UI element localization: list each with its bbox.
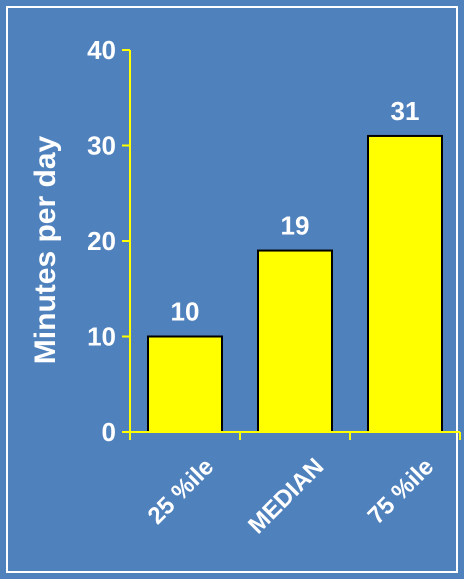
y-tick-label-0: 0: [102, 417, 116, 447]
y-tick-label-30: 30: [87, 131, 116, 161]
bar-1: [147, 335, 223, 433]
data-label-1: 10: [171, 297, 200, 327]
axes-layer: [122, 49, 461, 440]
data-label-2: 19: [281, 211, 310, 241]
y-tick-label-40: 40: [87, 35, 116, 65]
y-axis-label: Minutes per day: [29, 135, 62, 364]
bars-layer: [147, 134, 443, 433]
bar-2: [257, 249, 333, 433]
data-label-3: 31: [391, 96, 420, 126]
y-tick-label-20: 20: [87, 226, 116, 256]
y-tick-label-10: 10: [87, 322, 116, 352]
panel-border: [6, 6, 458, 573]
bar-3: [367, 134, 443, 433]
